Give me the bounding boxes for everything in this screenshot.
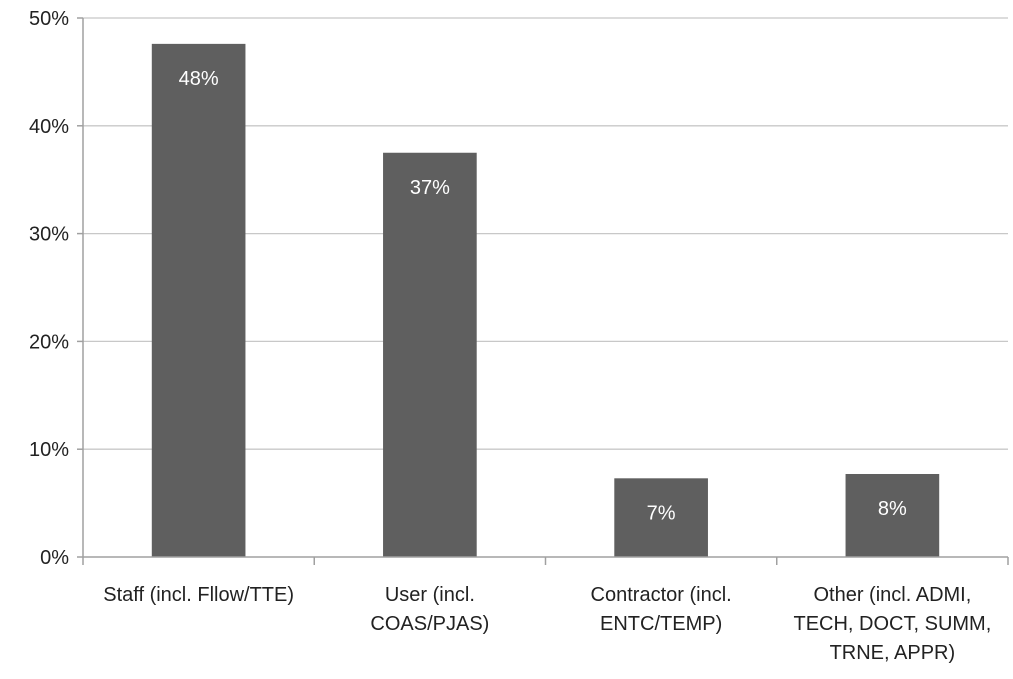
y-tick-label: 20%: [29, 331, 69, 353]
category-label-line: Staff (incl. Fllow/TTE): [103, 584, 294, 606]
axes: [77, 17, 1009, 565]
x-axis-category-labels: Staff (incl. Fllow/TTE) User (incl. COAS/P…: [103, 584, 991, 664]
category-label-line: Other (incl. ADMI,: [813, 584, 971, 606]
data-label-2: 37%: [410, 177, 450, 199]
y-tick-label: 0%: [40, 547, 69, 569]
data-label-4: 8%: [878, 498, 907, 520]
y-axis-tick-labels: 0% 10% 20% 30% 40% 50%: [29, 8, 69, 569]
data-label-1: 48%: [179, 68, 219, 90]
category-label-line: TRNE, APPR): [830, 642, 956, 664]
category-label-1: Staff (incl. Fllow/TTE): [103, 584, 294, 606]
bars: [151, 43, 940, 557]
bar-4: [845, 473, 940, 557]
y-tick-label: 40%: [29, 116, 69, 138]
y-tick-label: 30%: [29, 224, 69, 246]
category-label-line: Contractor (incl.: [591, 584, 732, 606]
category-label-line: TECH, DOCT, SUMM,: [793, 613, 991, 635]
y-tick-label: 10%: [29, 439, 69, 461]
category-label-2: User (incl. COAS/PJAS): [370, 584, 489, 635]
category-label-4: Other (incl. ADMI, TECH, DOCT, SUMM, TRNE,…: [793, 584, 991, 664]
category-label-line: ENTC/TEMP): [600, 613, 722, 635]
bar-1: [151, 43, 246, 557]
bar-3: [614, 478, 708, 557]
data-labels: 48% 37% 7% 8%: [179, 68, 907, 524]
data-label-3: 7%: [647, 502, 676, 524]
category-label-3: Contractor (incl. ENTC/TEMP): [591, 584, 732, 635]
category-label-line: COAS/PJAS): [370, 613, 489, 635]
category-label-line: User (incl.: [385, 584, 475, 606]
y-tick-label: 50%: [29, 8, 69, 30]
bar-2: [383, 152, 477, 557]
